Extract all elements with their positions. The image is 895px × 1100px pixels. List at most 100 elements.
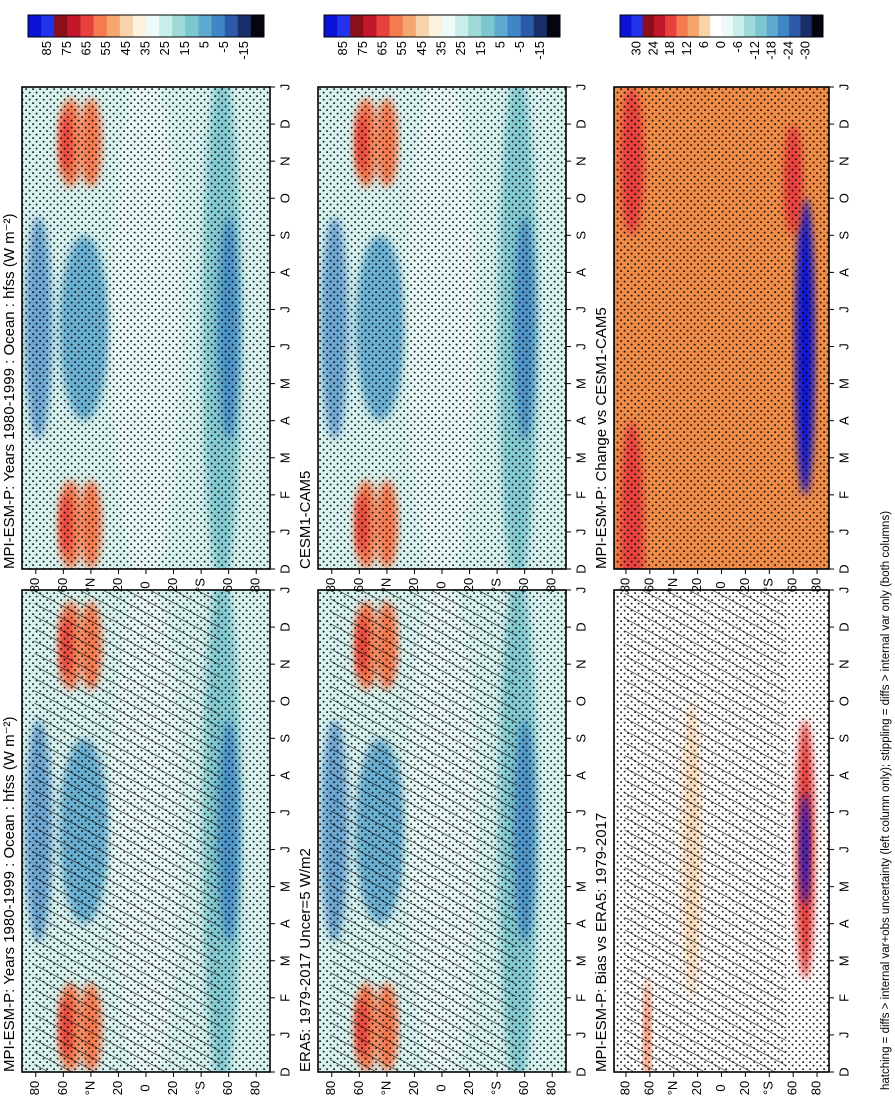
- month-tick-label: F: [573, 491, 588, 499]
- month-tick-label: J: [836, 343, 851, 350]
- lat-tick-label: 20: [406, 1081, 421, 1095]
- month-tick-label: J: [277, 587, 292, 594]
- colorbar-tick-label: 18: [662, 41, 677, 55]
- colorbar-swatch: [172, 15, 186, 37]
- lat-tick-label: 60: [55, 578, 70, 592]
- lat-tick-label: 80: [544, 1081, 559, 1095]
- lat-tick-label: 80: [808, 1081, 823, 1095]
- colorbar-swatch: [250, 15, 265, 37]
- colorbar-swatch: [67, 15, 81, 37]
- panel-field: [22, 590, 270, 1072]
- month-tick-label: N: [836, 659, 851, 668]
- lat-tick-label: °N: [378, 1081, 393, 1096]
- lat-tick-label: 60: [351, 578, 366, 592]
- panel-field: [318, 87, 566, 569]
- month-tick-label: M: [836, 452, 851, 463]
- lat-tick-label: °S: [489, 1081, 504, 1095]
- month-tick-label: A: [573, 416, 588, 425]
- colorbar-tick-label: -6: [730, 41, 745, 53]
- month-tick-label: N: [277, 156, 292, 165]
- colorbar-swatch: [428, 15, 443, 37]
- stippling-overlay: [22, 87, 270, 569]
- lat-tick-label: 60: [516, 578, 531, 592]
- month-tick-label: D: [573, 1067, 588, 1076]
- month-tick-label: J: [573, 529, 588, 536]
- month-tick-label: A: [573, 771, 588, 780]
- colorbar-swatch: [653, 15, 666, 37]
- month-tick-label: M: [277, 452, 292, 463]
- lat-tick-label: 0: [433, 581, 448, 588]
- colorbar-swatch: [211, 15, 226, 37]
- lat-tick-label: °N: [378, 578, 393, 593]
- month-tick-label: S: [573, 734, 588, 743]
- month-tick-label: F: [277, 491, 292, 499]
- colorbar-swatch: [631, 15, 644, 37]
- colorbar-swatch: [363, 15, 377, 37]
- month-tick-label: S: [573, 231, 588, 240]
- month-tick-label: M: [277, 881, 292, 892]
- colorbar-swatch: [755, 15, 768, 37]
- colorbar-swatch: [744, 15, 756, 37]
- colorbar-swatch: [237, 15, 252, 37]
- lat-tick-label: 20: [165, 1081, 180, 1095]
- month-tick-label: O: [836, 696, 851, 706]
- colorbar-swatch: [376, 15, 391, 37]
- lat-tick-label: °S: [193, 578, 208, 592]
- month-tick-label: J: [573, 587, 588, 594]
- colorbar-tick-label: -30: [798, 41, 813, 60]
- lat-tick-label: 0: [433, 1084, 448, 1091]
- month-tick-label: J: [277, 306, 292, 313]
- month-tick-label: M: [277, 955, 292, 966]
- colorbar-tick-label: -15: [532, 41, 547, 60]
- colorbar-swatch: [185, 15, 199, 37]
- month-tick-label: J: [836, 587, 851, 594]
- month-tick-label: F: [836, 994, 851, 1002]
- hatching-overlay: [330, 590, 517, 1072]
- colorbar-swatch: [350, 15, 364, 37]
- lat-tick-label: °S: [761, 1081, 776, 1095]
- month-tick-label: N: [277, 659, 292, 668]
- month-tick-label: A: [836, 416, 851, 425]
- colorbar-swatch: [41, 15, 55, 37]
- lat-tick-label: 60: [641, 578, 656, 592]
- colorbar-swatch: [415, 15, 430, 37]
- colorbar-swatch: [481, 15, 495, 37]
- month-tick-label: A: [277, 771, 292, 780]
- month-tick-label: D: [573, 564, 588, 573]
- hatching-overlay: [624, 590, 786, 1072]
- month-tick-label: D: [573, 622, 588, 631]
- lat-tick-label: 0: [137, 581, 152, 588]
- month-tick-label: J: [573, 846, 588, 853]
- lat-tick-label: 60: [641, 1081, 656, 1095]
- lat-tick-label: 80: [808, 578, 823, 592]
- month-tick-label: J: [277, 343, 292, 350]
- lat-tick-label: 20: [165, 578, 180, 592]
- colorbar-swatch: [224, 15, 239, 37]
- lat-tick-label: 20: [689, 578, 704, 592]
- colorbar-tick-label: -15: [236, 41, 251, 60]
- panel-p5: D J F M A M J J A S O N D J 80 60 °N 20 0 20 °S 60 80 MPI-ESM-P…: [593, 517, 851, 1095]
- month-tick-label: S: [277, 734, 292, 743]
- lat-tick-label: 60: [55, 1081, 70, 1095]
- colorbar-tick-label: 6: [696, 41, 711, 48]
- colorbar-tick-label: 0: [713, 41, 728, 48]
- colorbar-swatch: [665, 15, 677, 37]
- colorbar-swatch: [132, 15, 147, 37]
- panel-title: MPI-ESM-P: Change vs CESM1-CAM5: [593, 307, 610, 569]
- month-tick-label: J: [573, 1032, 588, 1039]
- month-tick-label: O: [277, 696, 292, 706]
- lat-tick-label: 80: [617, 578, 632, 592]
- colorbar-swatch: [800, 15, 813, 37]
- colorbar-tick-label: -12: [747, 41, 762, 60]
- colorbar-swatch: [642, 15, 655, 37]
- month-tick-label: D: [277, 1067, 292, 1076]
- colorbar-tick-label: 45: [118, 41, 133, 55]
- lat-tick-label: 80: [248, 1081, 263, 1095]
- lat-tick-label: 80: [617, 1081, 632, 1095]
- panel-title: ERA5: 1979-2017 Uncer=5 W/m2: [297, 848, 314, 1072]
- lat-tick-label: 0: [713, 581, 728, 588]
- month-tick-label: D: [277, 622, 292, 631]
